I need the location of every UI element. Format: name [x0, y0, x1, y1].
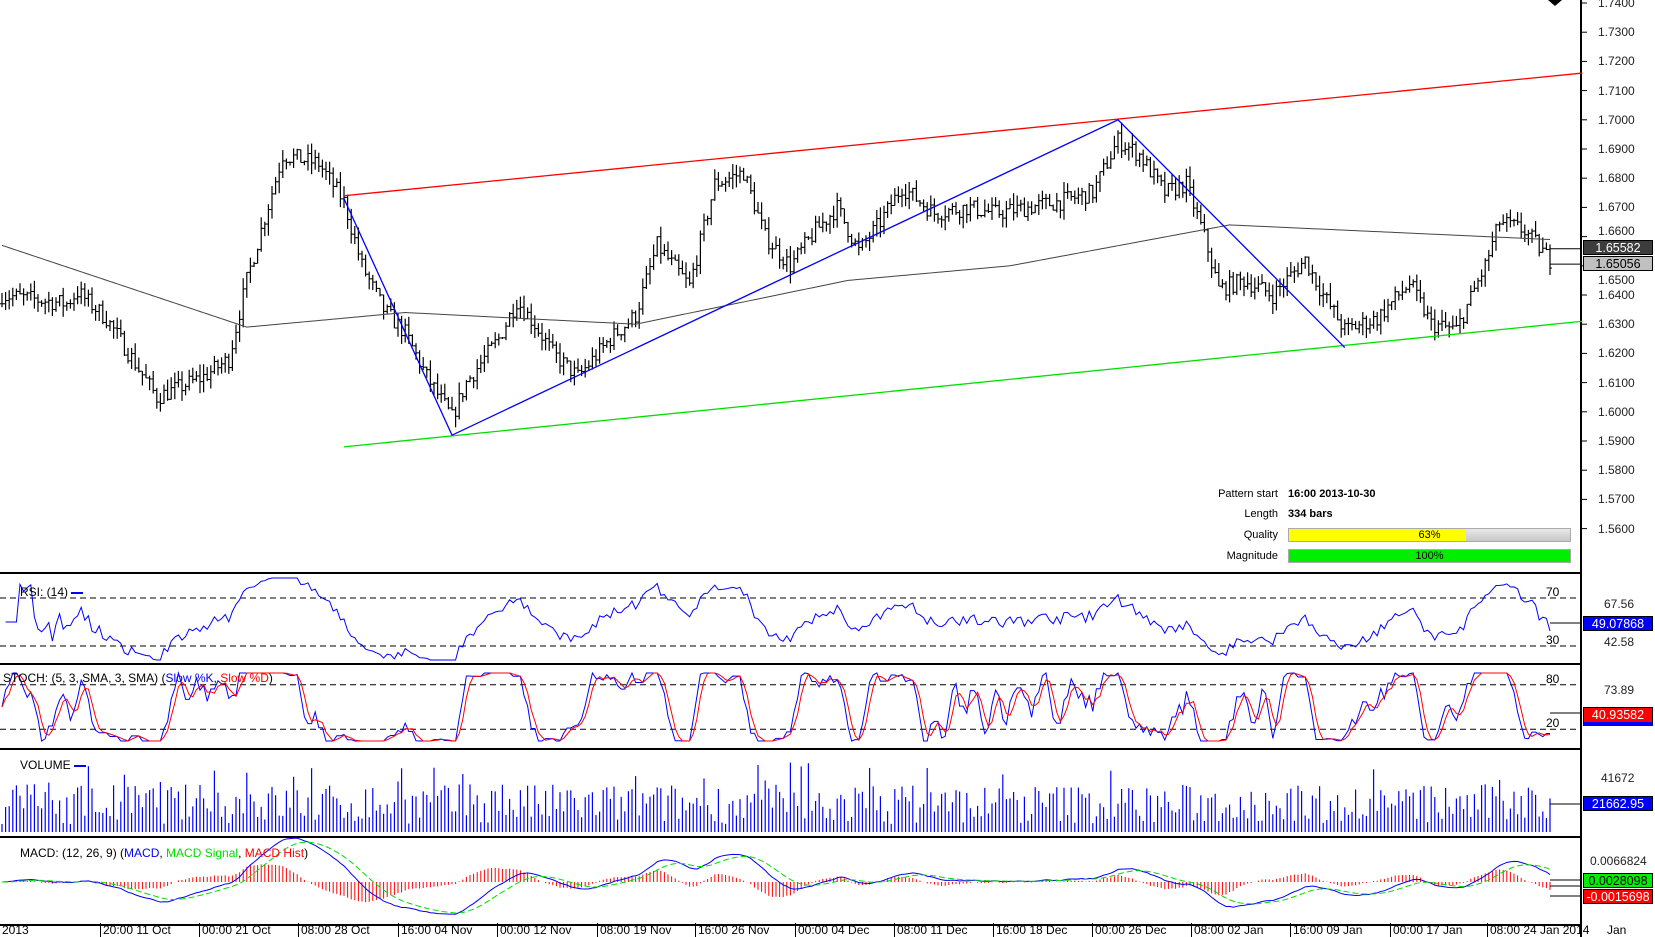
quality-label: Quality — [1243, 529, 1278, 541]
length-label: Length — [1244, 508, 1278, 520]
time-label: 00:00 17 Jan — [1390, 923, 1462, 937]
rsi-title: RSI: (14) — [20, 585, 84, 599]
moving-average-line — [1, 224, 1551, 328]
stoch-value: 40.93582 — [1583, 707, 1653, 726]
time-label: 08:00 02 Jan — [1191, 923, 1263, 937]
volume-value: 21662.95 — [1583, 796, 1653, 811]
rsi-value: 49.07868 — [1583, 616, 1653, 631]
price-tick-label: 1.6800 — [1598, 171, 1635, 186]
current-price-label: 1.65582 — [1583, 240, 1653, 255]
price-tick-label: 1.6300 — [1598, 317, 1635, 332]
macd-signal-value: 0.0028098 — [1583, 873, 1653, 888]
time-label: 16:00 04 Nov — [398, 923, 472, 937]
rsi-level-30: 30 — [1546, 633, 1560, 647]
quality-bar: 63% — [1288, 528, 1571, 542]
price-tick-label: 1.6100 — [1598, 375, 1635, 390]
resistance-line — [343, 72, 1583, 197]
volume-axis-1: 41672 — [1601, 771, 1635, 785]
price-tick-label: 1.5800 — [1598, 463, 1635, 478]
time-label: 08:00 19 Nov — [597, 923, 671, 937]
price-tick-label: 1.6900 — [1598, 142, 1635, 156]
pattern-zigzag-line — [343, 119, 1346, 437]
stoch-title: STOCH: (5, 3, SMA, 3, SMA) (Slow %K, Slo… — [3, 671, 273, 685]
macd-title: MACD: (12, 26, 9) (MACD, MACD Signal, MA… — [20, 846, 309, 860]
magnitude-label: Magnitude — [1226, 550, 1278, 562]
quality-fill — [1289, 529, 1467, 541]
price-tick-label: 1.7100 — [1598, 83, 1635, 98]
price-tick-label: 1.7000 — [1598, 112, 1635, 127]
time-label: 00:00 26 Dec — [1092, 923, 1166, 937]
price-tick-label: 1.5700 — [1598, 492, 1635, 507]
magnitude-value: 100% — [1415, 550, 1444, 562]
time-label: 08:00 11 Dec — [894, 923, 968, 937]
stoch-level-20: 20 — [1546, 716, 1560, 730]
price-tick-label: 1.7200 — [1598, 54, 1635, 69]
time-label: 08:00 24 Jan 2014 — [1487, 923, 1589, 937]
quality-value: 63% — [1418, 529, 1441, 541]
time-label: 16:00 09 Jan — [1290, 923, 1362, 937]
macd-signal-line — [1, 841, 1551, 914]
volume-title: VOLUME — [20, 758, 87, 772]
stoch-d-line — [1, 672, 1551, 742]
pattern-start-label: Pattern start — [1218, 488, 1278, 500]
price-tick-label: 1.7300 — [1598, 25, 1635, 40]
time-label: 16:00 26 Nov — [695, 923, 769, 937]
price-tick-label: 1.6400 — [1598, 288, 1635, 302]
macd-line — [1, 837, 1551, 915]
time-label: 00:00 04 Dec — [795, 923, 869, 937]
price-tick-label: 1.6700 — [1598, 200, 1635, 215]
price-tick-label: 1.6000 — [1598, 404, 1635, 419]
magnitude-fill — [1289, 550, 1570, 562]
price-tick-label: 1.6200 — [1598, 346, 1635, 361]
rsi-axis-1: 67.56 — [1604, 597, 1635, 611]
length-value: 334 bars — [1288, 508, 1333, 520]
scroll-marker-icon — [1548, 0, 1562, 6]
stoch-axis-1: 73.89 — [1604, 683, 1635, 697]
pattern-start-value: 16:00 2013-10-30 — [1288, 488, 1376, 500]
time-label: 2013 — [2, 923, 29, 937]
time-label: 08:00 28 Oct — [298, 923, 370, 937]
time-label: 16:00 18 Dec — [993, 923, 1067, 937]
time-label: 00:00 12 Nov — [497, 923, 571, 937]
support-line — [343, 320, 1583, 448]
macd-axis-1: 0.0066824 — [1590, 854, 1647, 868]
price-tick-label: 1.5600 — [1598, 521, 1635, 536]
price-tick-label: 1.5900 — [1598, 434, 1635, 448]
rsi-level-70: 70 — [1546, 585, 1560, 599]
time-label: 00:00 21 Oct — [199, 923, 271, 937]
time-label: 20:00 11 Oct — [100, 923, 171, 937]
price-tick-label: 1.6500 — [1598, 273, 1635, 287]
price-tick-label: 1.7400 — [1598, 0, 1635, 10]
rsi-axis-2: 42.58 — [1604, 635, 1635, 649]
stoch-level-80: 80 — [1546, 672, 1560, 686]
magnitude-bar: 100% — [1288, 549, 1571, 563]
macd-hist-value: -0.0015698 — [1583, 889, 1653, 904]
time-label: Jan 2014 — [1607, 923, 1627, 937]
rsi-line — [5, 577, 1551, 661]
moving-average-label: 1.65056 — [1583, 256, 1653, 271]
price-tick-label: 1.6600 — [1598, 224, 1635, 238]
